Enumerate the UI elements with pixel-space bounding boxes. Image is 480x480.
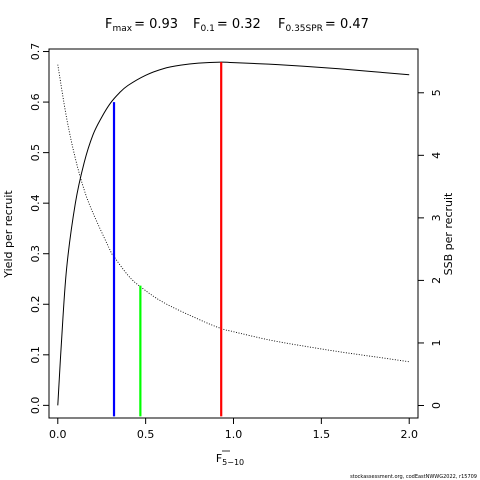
y-left-tick-label: 0.4 [29, 194, 42, 212]
yield-per-recruit-curve [57, 61, 410, 406]
y-left-tick-label: 0.6 [29, 93, 42, 111]
x-tick-label: 0.5 [137, 428, 155, 441]
title-fspr: F0.35SPR = 0.47 [278, 17, 369, 34]
y-right-tick-label: 3 [430, 214, 443, 221]
y-left-tick-label: 0.0 [29, 397, 42, 415]
y-right-tick-label: 1 [430, 339, 443, 346]
y-left-tick-label: 0.7 [29, 43, 42, 61]
y-left-tick-label: 0.5 [29, 144, 42, 162]
x-tick-label: 1.5 [313, 428, 331, 441]
title-f01: F0.1 = 0.32 [193, 17, 261, 34]
y-right-tick-label: 5 [430, 89, 443, 96]
y-right-tick-label: 0 [430, 402, 443, 409]
y-right-axis-label: SSB per recruit [442, 192, 455, 275]
x-tick-label: 1.0 [225, 428, 243, 441]
plot-frame [48, 48, 419, 419]
chart-marks [57, 61, 410, 417]
ssb-per-recruit-curve [57, 64, 410, 363]
x-axis-label: F5−10 [216, 452, 244, 467]
y-left-tick-label: 0.2 [29, 296, 42, 314]
footer-credit: stockassessment.org, codEastNWWG2022, r1… [350, 474, 477, 480]
y-right-tick-label: 4 [430, 152, 443, 159]
x-tick-label: 2.0 [400, 428, 418, 441]
x-tick-label: 0.0 [49, 428, 67, 441]
y-left-tick-label: 0.1 [29, 346, 42, 364]
y-right-tick-label: 2 [430, 277, 443, 284]
y-left-tick-label: 0.3 [29, 245, 42, 263]
chart-axes: 0.0 0.5 1.0 1.5 2.0 0.0 0.1 0.2 0.3 0.4 0.5 0.6 0.7 0… [29, 43, 443, 441]
y-left-axis-label: Yield per recruit [2, 190, 15, 279]
title-fmax: Fmax = 0.93 [105, 17, 178, 34]
